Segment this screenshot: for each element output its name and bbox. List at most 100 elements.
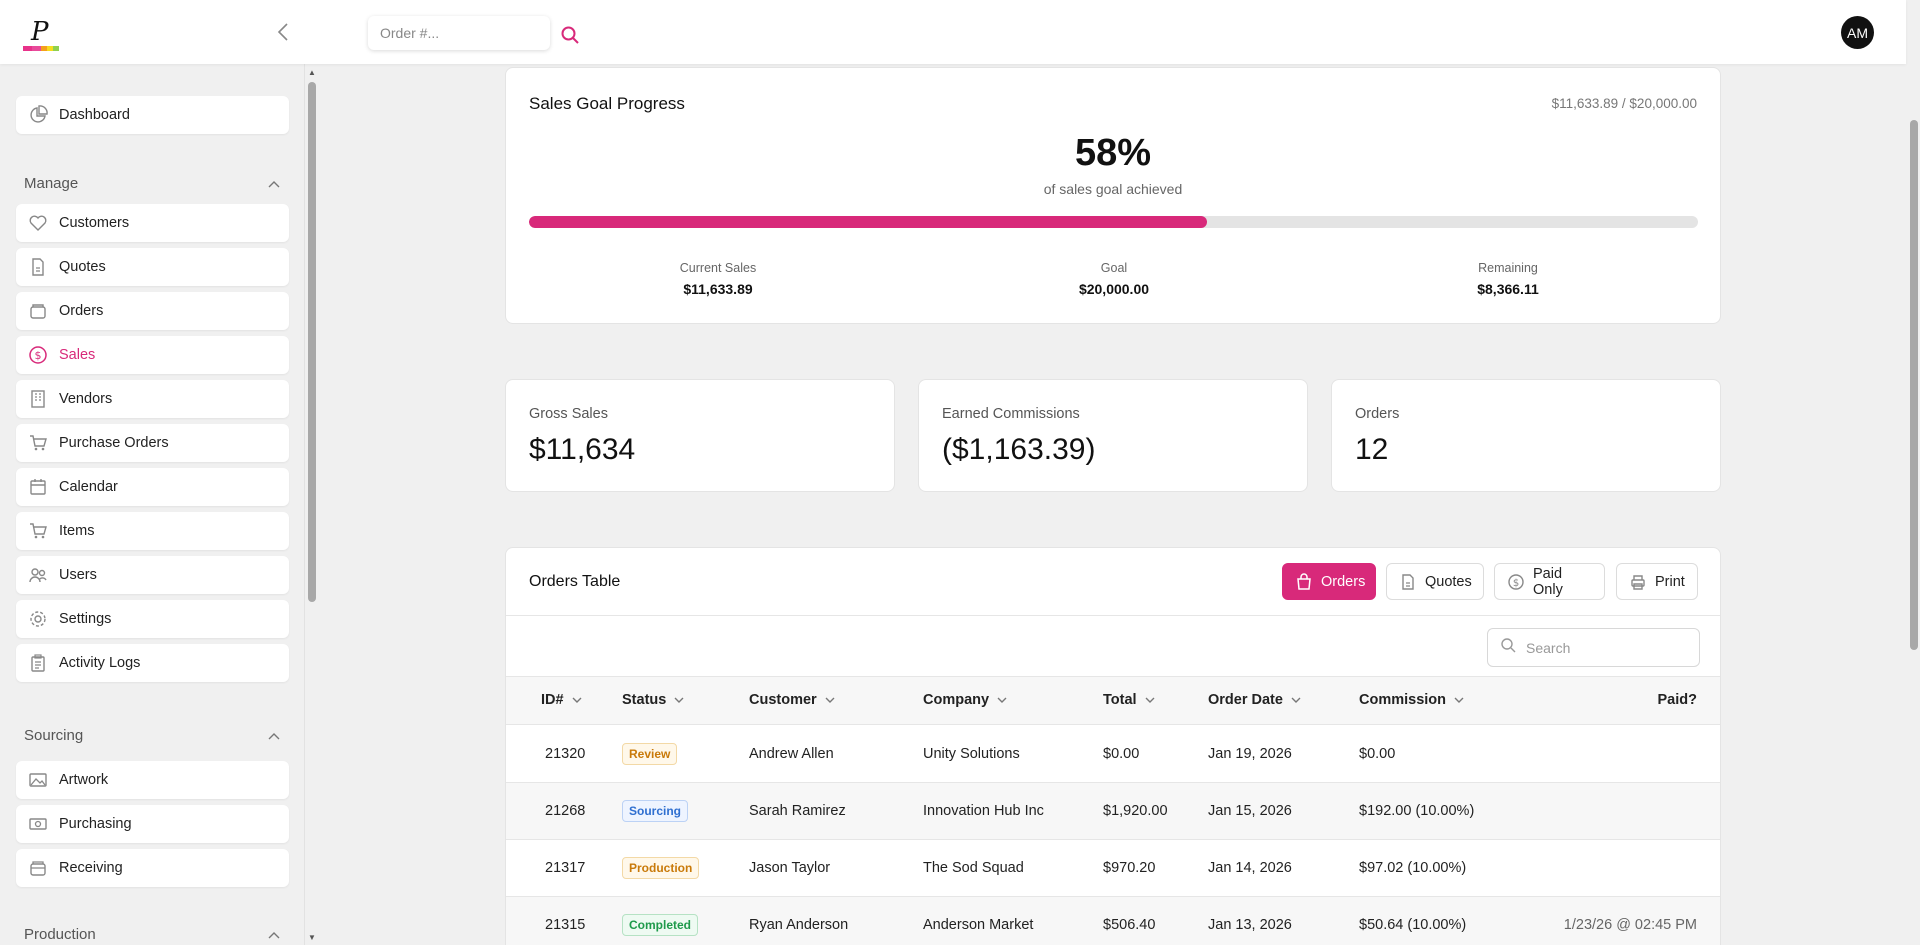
sidebar-item-vendors[interactable]: Vendors xyxy=(16,380,289,418)
printer-icon xyxy=(1629,573,1647,591)
paid-only-filter-button[interactable]: $ Paid Only xyxy=(1494,563,1605,600)
cell-customer: Sarah Ramirez xyxy=(749,803,846,819)
chevron-up-icon xyxy=(268,926,280,943)
sidebar-item-calendar[interactable]: Calendar xyxy=(16,468,289,506)
sidebar-item-purchase-orders[interactable]: Purchase Orders xyxy=(16,424,289,462)
chevron-up-icon xyxy=(268,175,280,192)
collapse-sidebar-chevron-left-icon[interactable] xyxy=(272,20,296,44)
shopping-bag-icon xyxy=(1295,572,1313,591)
sidebar-item-activity-logs[interactable]: Activity Logs xyxy=(16,644,289,682)
scroll-up-arrow-icon[interactable]: ▲ xyxy=(308,68,316,77)
status-badge: Production xyxy=(622,857,700,879)
column-header-total[interactable]: Total xyxy=(1103,692,1156,708)
sales-goal-title: Sales Goal Progress xyxy=(529,94,685,113)
cell-total: $506.40 xyxy=(1103,917,1156,933)
document-icon xyxy=(26,255,50,279)
cell-date: Jan 15, 2026 xyxy=(1208,803,1292,819)
column-header-id[interactable]: ID# xyxy=(541,692,583,708)
button-label: Orders xyxy=(1321,573,1366,590)
image-icon xyxy=(26,768,50,792)
print-button[interactable]: Print xyxy=(1616,563,1698,600)
table-row[interactable]: 21320 Review Andrew Allen Unity Solutions $0… xyxy=(506,726,1720,783)
column-label: Paid? xyxy=(1657,692,1697,708)
table-search-input[interactable] xyxy=(1526,639,1686,656)
purchasing-icon xyxy=(26,812,50,836)
orders-count-card: Orders 12 xyxy=(1331,379,1721,492)
document-icon xyxy=(1399,573,1417,591)
table-row[interactable]: 21317 Production Jason Taylor The Sod Squad… xyxy=(506,840,1720,897)
column-header-company[interactable]: Company xyxy=(923,692,1008,708)
dollar-circle-icon: $ xyxy=(1507,573,1525,591)
sidebar-item-settings[interactable]: Settings xyxy=(16,600,289,638)
sales-goal-progress-bar xyxy=(529,216,1698,228)
chevron-down-icon xyxy=(1144,694,1156,706)
cell-commission: $50.64 (10.00%) xyxy=(1359,917,1467,933)
page-scrollbar-thumb[interactable] xyxy=(1910,120,1918,650)
sidebar-item-sales[interactable]: $ Sales xyxy=(16,336,289,374)
svg-text:$: $ xyxy=(1513,578,1519,589)
cell-commission: $0.00 xyxy=(1359,746,1396,762)
kpi-label: Gross Sales xyxy=(529,406,608,422)
table-row[interactable]: 21315 Completed Ryan Anderson Anderson Mark… xyxy=(506,897,1720,945)
sidebar-item-label: Customers xyxy=(59,215,130,231)
heart-icon xyxy=(26,211,50,235)
column-label: Customer xyxy=(749,692,817,708)
column-header-customer[interactable]: Customer xyxy=(749,692,836,708)
sidebar-item-users[interactable]: Users xyxy=(16,556,289,594)
sidebar-scrollbar-thumb[interactable] xyxy=(308,82,316,602)
quotes-filter-button[interactable]: Quotes xyxy=(1386,563,1484,600)
column-label: Status xyxy=(622,692,667,708)
cell-customer: Andrew Allen xyxy=(749,746,834,762)
user-avatar[interactable]: AM xyxy=(1841,16,1874,49)
chevron-down-icon xyxy=(571,694,583,706)
cell-id: 21268 xyxy=(545,803,586,819)
sidebar-item-receiving[interactable]: Receiving xyxy=(16,849,289,887)
sidebar-item-orders[interactable]: Orders xyxy=(16,292,289,330)
sidebar-item-customers[interactable]: Customers xyxy=(16,204,289,242)
sales-goal-progress-fill xyxy=(529,216,1208,228)
column-header-paid[interactable]: Paid? xyxy=(1658,692,1697,708)
sidebar-item-artwork[interactable]: Artwork xyxy=(16,761,289,799)
order-search-field xyxy=(368,16,550,50)
scroll-down-arrow-icon[interactable]: ▼ xyxy=(308,933,316,942)
stat-value: $8,366.11 xyxy=(1477,281,1539,297)
chevron-up-icon xyxy=(268,727,280,744)
search-icon[interactable] xyxy=(559,24,581,46)
sidebar-item-label: Items xyxy=(59,523,95,539)
cell-date: Jan 19, 2026 xyxy=(1208,746,1292,762)
table-row[interactable]: 21268 Sourcing Sarah Ramirez Innovation Hub… xyxy=(506,783,1720,840)
sidebar-item-items[interactable]: Items xyxy=(16,512,289,550)
sidebar-item-quotes[interactable]: Quotes xyxy=(16,248,289,286)
column-header-status[interactable]: Status xyxy=(622,692,685,708)
button-label: Print xyxy=(1655,573,1685,590)
sidebar-item-label: Settings xyxy=(59,611,112,627)
column-header-order-date[interactable]: Order Date xyxy=(1208,692,1302,708)
kpi-label: Orders xyxy=(1355,406,1400,422)
divider xyxy=(506,615,1720,616)
sales-goal-ratio: $11,633.89 / $20,000.00 xyxy=(1551,96,1697,111)
cell-date: Jan 14, 2026 xyxy=(1208,860,1292,876)
section-production-header[interactable]: Production xyxy=(24,926,280,943)
sidebar-item-dashboard[interactable]: Dashboard xyxy=(16,96,289,134)
sidebar-item-purchasing[interactable]: Purchasing xyxy=(16,805,289,843)
orders-table-card: Orders Table Orders Quotes $ Paid Only P… xyxy=(505,547,1721,945)
section-manage-header[interactable]: Manage xyxy=(24,175,280,192)
table-search-field xyxy=(1487,628,1700,667)
orders-filter-button[interactable]: Orders xyxy=(1282,563,1376,600)
column-header-commission[interactable]: Commission xyxy=(1359,692,1465,708)
stat-label: Goal xyxy=(1100,261,1128,275)
kpi-value: $11,634 xyxy=(529,433,636,466)
section-sourcing-header[interactable]: Sourcing xyxy=(24,727,280,744)
sales-goal-card: Sales Goal Progress $11,633.89 / $20,000… xyxy=(505,67,1721,324)
app-logo[interactable]: P xyxy=(23,16,61,54)
sidebar-item-label: Purchase Orders xyxy=(59,435,169,451)
kpi-value: 12 xyxy=(1355,433,1389,466)
goal-stat: Goal $20,000.00 xyxy=(1014,261,1214,297)
order-search-input[interactable] xyxy=(380,25,540,41)
cell-commission: $192.00 (10.00%) xyxy=(1359,803,1475,819)
dollar-circle-icon: $ xyxy=(26,343,50,367)
cell-company: The Sod Squad xyxy=(923,860,1024,876)
svg-text:$: $ xyxy=(35,349,42,362)
status-badge: Review xyxy=(622,743,678,765)
cell-customer: Ryan Anderson xyxy=(749,917,849,933)
